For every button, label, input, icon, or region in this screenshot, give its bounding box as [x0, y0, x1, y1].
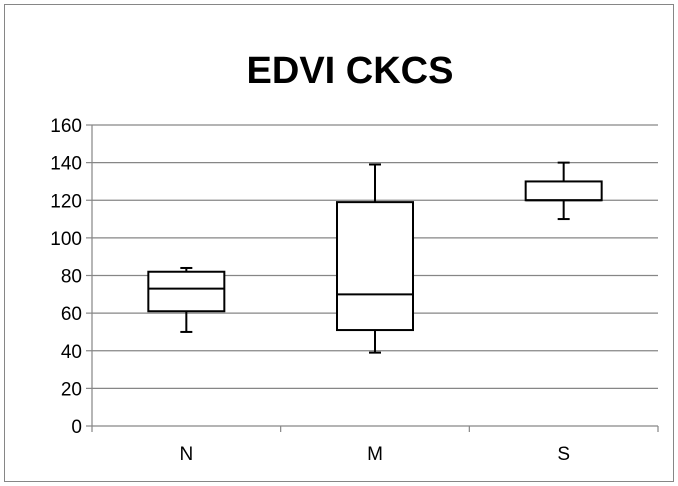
- y-tick-label: 0: [71, 417, 82, 438]
- box-N: [147, 266, 226, 333]
- y-tick-label: 160: [50, 116, 82, 137]
- y-tick-label: 140: [50, 154, 82, 175]
- x-tick-label: S: [557, 444, 570, 465]
- y-tick-label: 120: [50, 191, 82, 212]
- y-tick-label: 20: [61, 379, 82, 400]
- box-layer: [147, 161, 603, 354]
- chart-title: EDVI CKCS: [247, 50, 454, 92]
- x-tick-label: N: [179, 444, 193, 465]
- label-layer: 0 20 40 60 80 100 120 140 160 N M S: [50, 116, 570, 465]
- y-tick-label: 80: [61, 267, 82, 288]
- x-tick-label: M: [367, 444, 383, 465]
- box-iqr-S: [524, 180, 603, 202]
- axis-layer: [86, 124, 659, 432]
- chart-svg: EDVI CKCS 0 20 40 60 80 100 120 140 160 N M S: [50, 50, 659, 465]
- box-iqr-M: [336, 201, 414, 332]
- box-M: [336, 163, 414, 354]
- box-iqr-N: [147, 270, 226, 313]
- chart-frame: EDVI CKCS 0 20 40 60 80 100 120 140 160 N M S: [4, 4, 674, 482]
- box-S: [524, 161, 603, 221]
- y-tick-label: 100: [50, 229, 82, 250]
- y-tick-label: 40: [61, 342, 82, 363]
- y-tick-label: 60: [61, 304, 82, 325]
